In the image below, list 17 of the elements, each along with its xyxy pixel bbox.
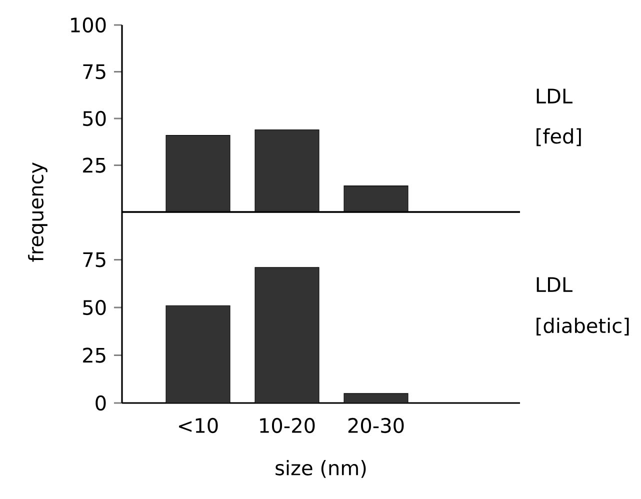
x-tick-label: <10 [179, 418, 218, 434]
y-tick-label: 50 [83, 110, 106, 126]
text: LDL [536, 277, 572, 292]
x-tick-label: 10-20 [260, 418, 315, 434]
y-tick-label: 25 [83, 158, 106, 173]
text: [diabetic] [536, 318, 629, 336]
text: [fed] [536, 128, 581, 146]
text: LDL [536, 88, 572, 104]
y-tick-label: 75 [83, 252, 106, 268]
y-tick-label: 50 [83, 300, 106, 316]
y-tick-label: 100 [71, 17, 106, 33]
y-tick-label: 0 [96, 395, 106, 411]
y-tick-label: 75 [83, 64, 106, 80]
y-axis-title: frequency [28, 162, 48, 262]
x-tick-label: 20-30 [348, 418, 404, 434]
y-tick-label: 25 [83, 348, 106, 363]
x-axis-title: size (nm) [276, 460, 366, 478]
